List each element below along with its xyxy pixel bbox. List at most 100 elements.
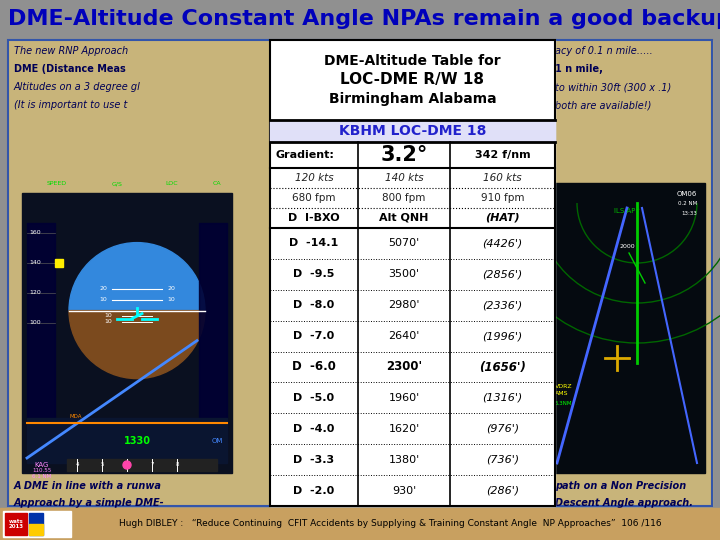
Text: LOC: LOC [166,181,179,186]
Text: A DME in line with a runwa: A DME in line with a runwa [14,481,162,491]
Text: D  -2.0: D -2.0 [293,485,335,496]
Text: 0.2 NM: 0.2 NM [678,201,697,206]
Text: MDA: MDA [70,414,83,418]
Text: Altitudes on a 3 degree gl: Altitudes on a 3 degree gl [14,82,141,92]
Text: (HAT): (HAT) [485,213,520,223]
Text: (1656'): (1656') [479,361,526,374]
Text: KBHM LOC-DME 18: KBHM LOC-DME 18 [339,124,486,138]
Text: 20: 20 [167,286,175,291]
Text: 140: 140 [29,260,41,266]
Text: 1380': 1380' [388,455,420,464]
Text: 120: 120 [29,291,41,295]
Text: D  -3.3: D -3.3 [294,455,335,464]
Text: 2980': 2980' [388,300,420,310]
Text: Descent Angle approach.: Descent Angle approach. [555,498,693,508]
Text: (286'): (286') [486,485,519,496]
Text: 680 fpm: 680 fpm [292,193,336,203]
Text: path on a Non Precision: path on a Non Precision [555,481,686,491]
Text: Approach by a simple DME-: Approach by a simple DME- [14,498,165,508]
Text: (It is important to use t: (It is important to use t [14,100,127,110]
Text: (976'): (976') [486,424,519,434]
Circle shape [123,461,131,469]
Text: 10: 10 [104,313,112,318]
Text: ILS APP: ILS APP [614,208,640,214]
Wedge shape [69,310,205,379]
Text: (2856'): (2856') [482,269,523,279]
Text: Hugh DIBLEY :   “Reduce Continuing  CFIT Accidents by Supplying & Training Const: Hugh DIBLEY : “Reduce Continuing CFIT Ac… [119,519,661,529]
Text: The new RNP Approach: The new RNP Approach [14,46,128,56]
Text: AMS: AMS [555,391,569,396]
Bar [270,40,555,506]
Text: 910 fpm: 910 fpm [481,193,524,203]
Text: KAG: KAG [35,462,49,468]
Text: Birmingham Alabama: Birmingham Alabama [329,92,496,106]
Bar [270,40,555,506]
Text: D  -5.0: D -5.0 [294,393,335,403]
Text: wats
2013: wats 2013 [9,519,24,529]
Text: 4: 4 [76,462,78,468]
Text: D  -8.0: D -8.0 [293,300,335,310]
Text: DME (Distance Meas: DME (Distance Meas [14,64,126,74]
Text: G/S: G/S [112,181,122,186]
Bar [0,0,720,38]
Text: Gradient:: Gradient: [276,150,335,160]
Bar [27,223,55,443]
Text: 6: 6 [125,462,129,468]
Text: OM06: OM06 [677,191,697,197]
Text: 6.1 NM: 6.1 NM [32,475,52,480]
Text: 10: 10 [104,319,112,324]
Text: 8: 8 [175,462,179,468]
Bar [67,459,217,471]
Text: 160: 160 [29,231,40,235]
Text: D  -7.0: D -7.0 [293,331,335,341]
Bar [8,40,712,506]
Text: D  -6.0: D -6.0 [292,361,336,374]
Text: Many Step Down NPAs accidents could have been avoided over the past 30 years.: Many Step Down NPAs accidents could have… [14,515,466,525]
Text: LOC-DME R/W 18: LOC-DME R/W 18 [341,72,485,87]
Text: 800 fpm: 800 fpm [382,193,426,203]
Text: (2336'): (2336') [482,300,523,310]
Text: 2640': 2640' [388,331,420,341]
Text: DME-Altitude Table for: DME-Altitude Table for [324,54,501,68]
Bar [8,40,712,506]
Bar [270,120,555,142]
Text: 342 f/nm: 342 f/nm [474,150,531,160]
Text: D  -14.1: D -14.1 [289,239,338,248]
Text: 120 kts: 120 kts [294,173,333,183]
Text: 20: 20 [99,286,107,291]
Bar [27,418,227,463]
Text: 930': 930' [392,485,416,496]
Text: 7: 7 [150,462,154,468]
Bar [55,259,63,267]
Text: 5: 5 [100,462,104,468]
Bar [22,193,232,473]
Bar [3,511,71,537]
Text: CA: CA [212,181,221,186]
Text: D  -4.0: D -4.0 [293,424,335,434]
Text: 140 kts: 140 kts [384,173,423,183]
Text: 1960': 1960' [388,393,420,403]
Text: D  I-BXO: D I-BXO [288,213,340,223]
Text: 1620': 1620' [388,424,420,434]
Text: DME-Altitude Constant Angle NPAs remain a good backup: DME-Altitude Constant Angle NPAs remain … [8,9,720,29]
Text: 10: 10 [99,297,107,302]
Text: 10: 10 [167,297,175,302]
Bar [29,513,43,535]
Wedge shape [69,242,205,310]
Text: both are available!): both are available!) [555,100,652,110]
Text: Alt QNH: Alt QNH [379,213,428,223]
Text: 2000: 2000 [619,244,635,249]
Bar [29,524,43,535]
Text: VDRZ: VDRZ [555,384,572,389]
Text: 5070': 5070' [388,239,420,248]
Text: 13:33: 13:33 [681,211,697,216]
Text: 3500': 3500' [388,269,420,279]
Text: (1996'): (1996') [482,331,523,341]
Text: (4426'): (4426') [482,239,523,248]
Text: 2300': 2300' [386,361,422,374]
Bar [550,183,705,473]
Text: to within 30ft (300 x .1): to within 30ft (300 x .1) [555,82,671,92]
Text: 1330: 1330 [124,436,150,446]
Text: 100: 100 [29,321,40,326]
Text: D  -9.5: D -9.5 [293,269,335,279]
